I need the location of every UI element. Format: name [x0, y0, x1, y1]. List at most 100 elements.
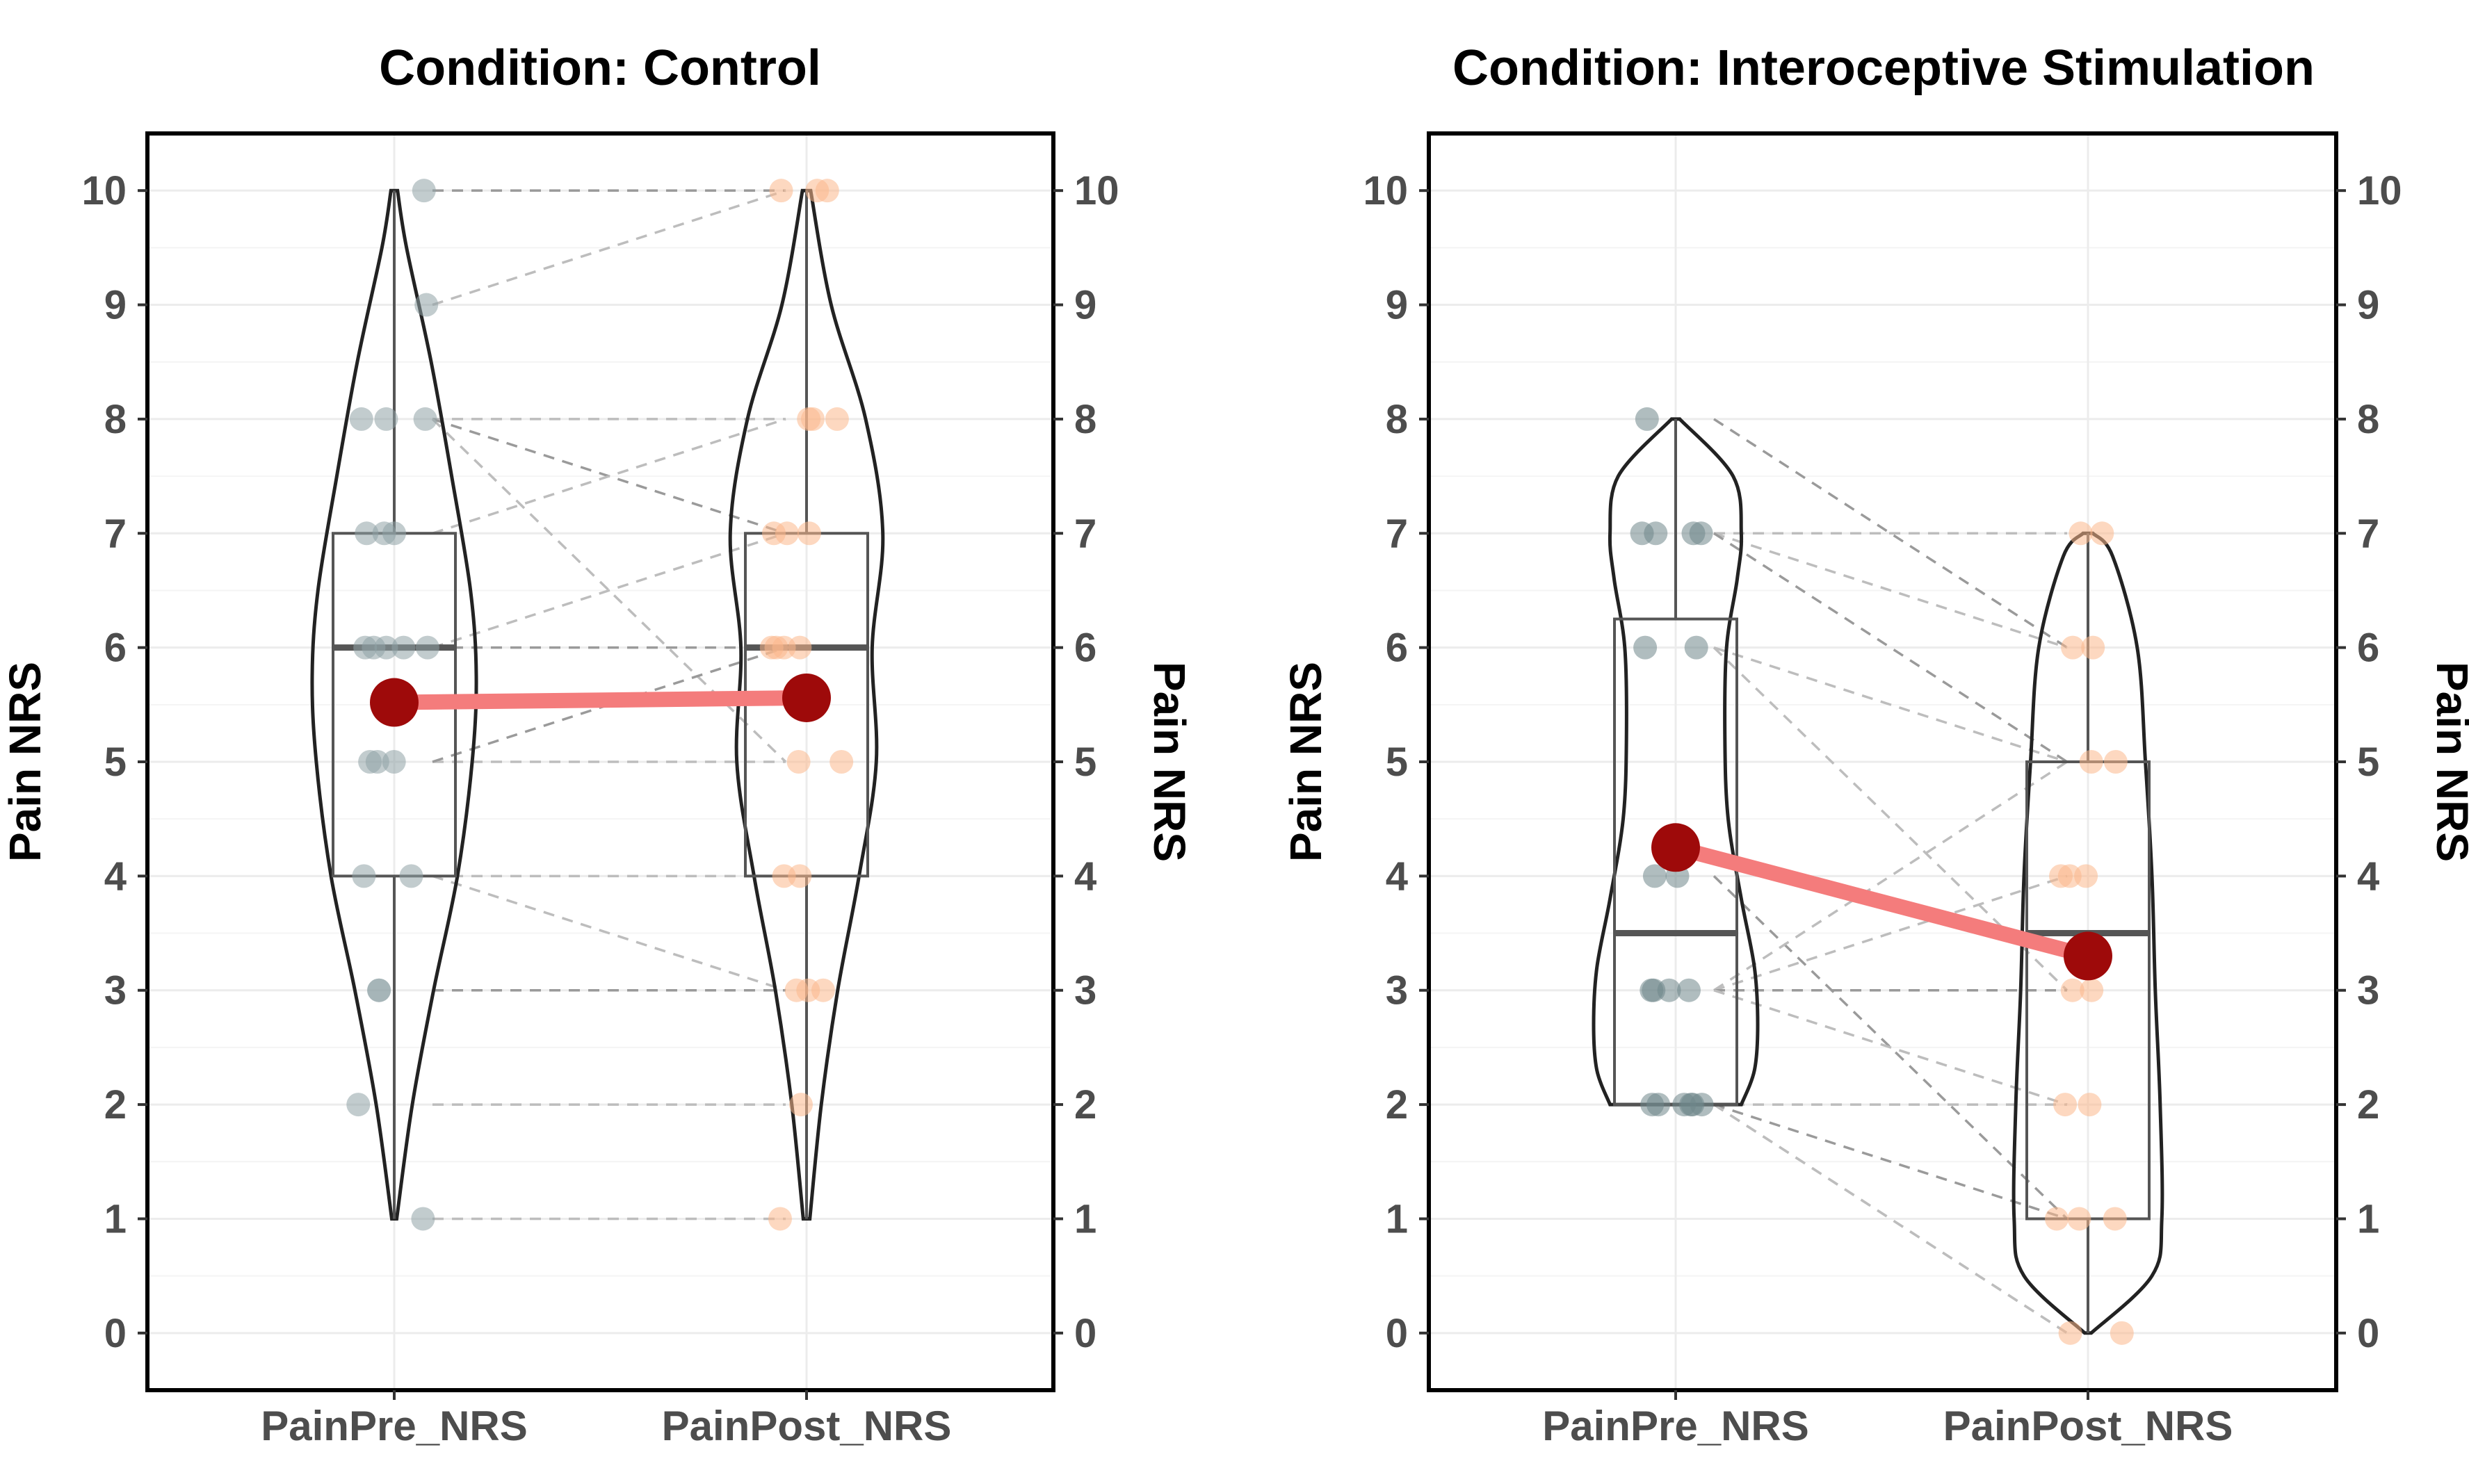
mean-connector-line [387, 690, 814, 710]
data-point [374, 407, 398, 431]
data-point [346, 1093, 371, 1117]
y-tick-label-left: 8 [104, 397, 127, 442]
y-tick-label-right: 7 [2357, 511, 2379, 556]
pair-line [1713, 989, 2068, 1106]
y-tick-label-left: 1 [104, 1196, 127, 1241]
data-point [1640, 978, 1664, 1002]
data-point [355, 521, 379, 546]
y-tick-label-right: 2 [1074, 1082, 1096, 1127]
y-tick-label-left: 2 [104, 1082, 127, 1127]
data-point [2045, 1207, 2069, 1231]
data-point [769, 179, 793, 203]
data-point [2058, 1321, 2082, 1345]
data-point [374, 635, 398, 660]
data-point [2060, 978, 2085, 1002]
y-tick-label-right: 3 [2357, 968, 2379, 1013]
y-tick-label-left: 2 [1386, 1082, 1408, 1127]
y-tick-label-right: 2 [2357, 1082, 2379, 1127]
data-point [2078, 1093, 2102, 1117]
mean-point-post [2064, 931, 2112, 981]
y-tick-label-left: 10 [1363, 168, 1408, 213]
y-tick-label-right: 8 [2357, 397, 2379, 442]
panel-control: Condition: Control 0 0 1 1 2 2 3 3 4 4 5 5 6 6 7 7 8 8 9 9 10… [0, 40, 1195, 1449]
data-point [2103, 1207, 2127, 1231]
data-point [1644, 521, 1668, 546]
data-point [768, 1207, 792, 1231]
panel-title: Condition: Control [379, 40, 821, 96]
y-tick-label-left: 3 [1386, 968, 1408, 1013]
pair-line [1713, 1103, 2068, 1221]
mean-connector-line [1668, 840, 2096, 964]
y-tick-label-left: 6 [104, 626, 127, 671]
data-point [365, 750, 389, 774]
data-point [1677, 978, 1701, 1002]
data-point [411, 1207, 435, 1231]
pair-line [1713, 1103, 2068, 1335]
pair-line [432, 418, 786, 535]
pair-line [1713, 875, 2069, 1220]
data-point [382, 521, 406, 546]
y-axis-title-left: Pain NRS [0, 662, 50, 862]
data-point [2067, 1207, 2091, 1231]
y-tick-label-right: 0 [1074, 1311, 1096, 1356]
y-axis-title-right: Pain NRS [1144, 662, 1195, 862]
data-point [399, 864, 423, 888]
data-point [1642, 864, 1667, 888]
y-tick-label-right: 5 [2357, 740, 2379, 785]
pair-line [1713, 532, 2068, 649]
data-point [349, 407, 373, 431]
data-point [2079, 750, 2103, 774]
y-tick-label-right: 3 [1074, 968, 1096, 1013]
data-point [1635, 407, 1659, 431]
y-tick-label-left: 9 [104, 283, 127, 328]
violin-PainPre_NRS [310, 188, 478, 1221]
y-tick-label-right: 6 [2357, 626, 2379, 671]
y-tick-label-right: 9 [2357, 283, 2379, 328]
y-tick-label-right: 5 [1074, 740, 1096, 785]
data-point [759, 635, 784, 660]
y-tick-label-left: 0 [104, 1311, 127, 1356]
data-point [1657, 978, 1681, 1002]
data-point [353, 635, 378, 660]
y-tick-label-left: 6 [1386, 626, 1408, 671]
y-tick-label-left: 3 [104, 968, 127, 1013]
y-tick-label-left: 4 [104, 854, 127, 899]
data-point [2049, 864, 2073, 888]
y-tick-label-right: 6 [1074, 626, 1096, 671]
data-point [391, 635, 416, 660]
mean-point-pre [1651, 823, 1700, 872]
data-point [789, 1093, 813, 1117]
data-point [1684, 635, 1708, 660]
data-point [1679, 1093, 1703, 1117]
panel-title: Condition: Interoceptive Stimulation [1452, 40, 2315, 96]
pair-line [1713, 646, 2068, 763]
y-tick-label-left: 0 [1386, 1311, 1408, 1356]
data-point [1646, 1093, 1671, 1117]
x-category-label: PainPost_NRS [1943, 1403, 2233, 1449]
y-tick-label-left: 5 [1386, 740, 1408, 785]
data-point [367, 978, 391, 1002]
data-point [784, 978, 809, 1002]
y-tick-label-left: 4 [1386, 854, 1408, 899]
data-point [786, 750, 811, 774]
y-tick-label-left: 7 [1386, 511, 1408, 556]
data-point [775, 521, 799, 546]
data-point [2080, 978, 2104, 1002]
data-point [2074, 864, 2098, 888]
y-tick-label-left: 8 [1386, 397, 1408, 442]
data-point [2103, 750, 2128, 774]
data-point [805, 179, 829, 203]
data-point [825, 407, 849, 431]
y-axis-title-left: Pain NRS [1281, 662, 1331, 862]
y-tick-label-right: 7 [1074, 511, 1096, 556]
pair-line [432, 874, 786, 992]
y-tick-label-right: 4 [2357, 854, 2379, 899]
data-point [1681, 521, 1706, 546]
data-point [2090, 521, 2114, 546]
pair-line [1713, 760, 2068, 992]
data-point [2081, 635, 2105, 660]
y-tick-label-right: 10 [1074, 168, 1119, 213]
data-point [772, 864, 796, 888]
x-category-label: PainPre_NRS [1542, 1403, 1809, 1449]
